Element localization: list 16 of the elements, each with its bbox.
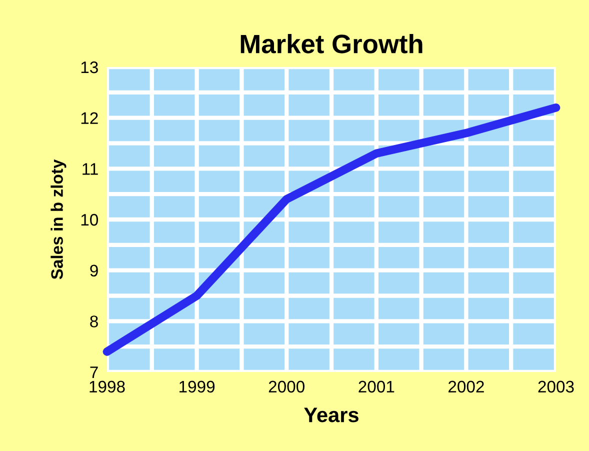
x-tick-label: 2000 [268,380,304,393]
chart-title: Market Growth [240,34,422,54]
x-tick-label: 2002 [448,380,484,393]
x-axis-title: Years [304,408,358,422]
x-tick-label: 2003 [538,380,574,393]
y-tick-label: 9 [90,264,98,277]
y-tick-label: 10 [81,214,98,226]
y-tick-label: 7 [90,366,98,378]
x-tick-label: 1998 [90,380,125,393]
y-tick-label: 8 [90,316,98,328]
y-tick-label: 11 [82,163,98,175]
y-tick-label: 12 [81,112,98,124]
y-tick-label: 13 [81,61,98,74]
x-tick-label: 1999 [180,380,215,393]
x-tick-label: 2001 [358,380,394,393]
y-axis-title: Sales in b zloty [50,159,66,280]
